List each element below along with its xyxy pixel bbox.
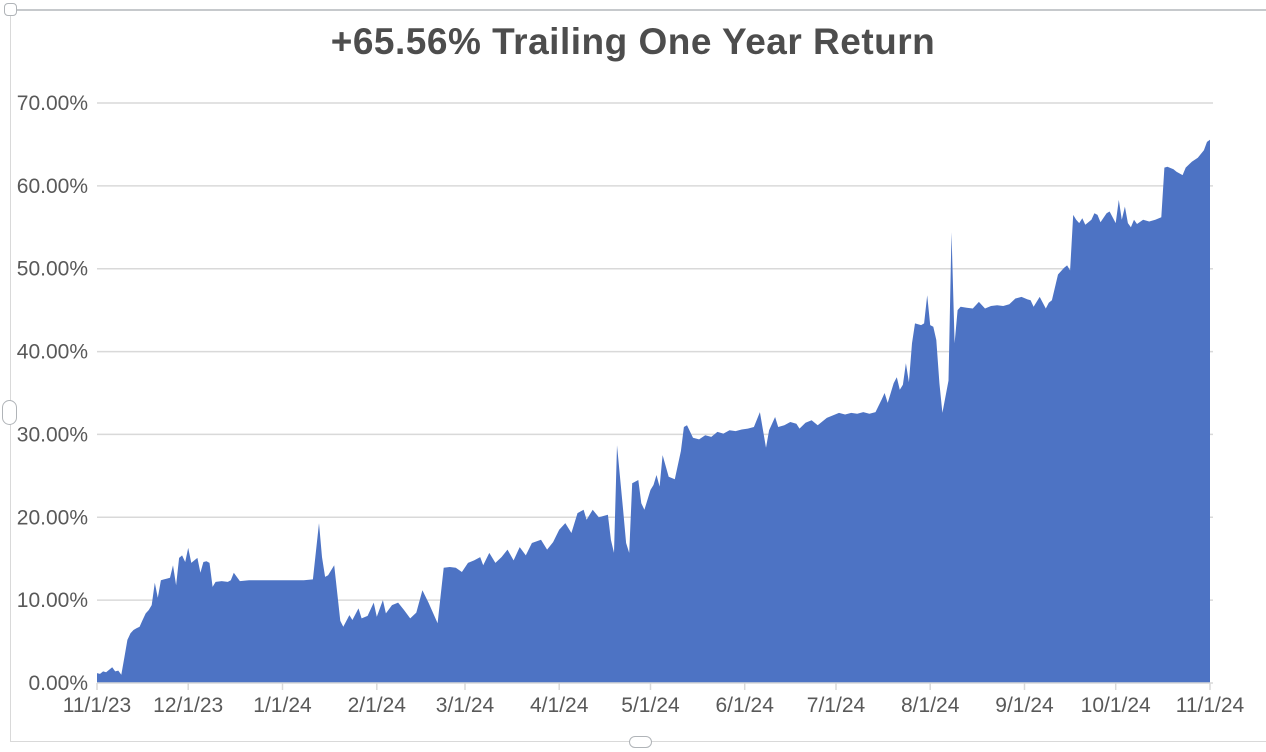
x-tick-label: 8/1/24 [901,694,960,717]
x-tick-label: 6/1/24 [716,694,775,717]
x-tick-label: 9/1/24 [995,694,1054,717]
y-tick-label: 50.00% [17,258,88,281]
y-tick-label: 60.00% [17,175,88,198]
chart-title: +65.56% Trailing One Year Return [330,21,936,62]
x-tick-label: 3/1/24 [436,694,495,717]
x-tick-label: 11/1/23 [63,694,132,717]
selection-handle-left-middle[interactable] [2,400,17,425]
y-tick-label: 0.00% [28,672,88,695]
area-series[interactable] [97,139,1210,684]
y-tick-label: 70.00% [17,92,88,115]
x-tick-label: 4/1/24 [530,694,589,717]
y-tick-label: 30.00% [17,423,88,446]
x-tick-label: 1/1/24 [253,694,312,717]
y-tick-label: 40.00% [17,341,88,364]
x-tick-label: 7/1/24 [807,694,866,717]
y-tick-label: 10.00% [17,589,88,612]
selection-handle-top-left[interactable] [4,3,17,16]
y-tick-label: 20.00% [17,506,88,529]
x-tick-label: 10/1/24 [1081,694,1151,717]
x-tick-label: 2/1/24 [348,694,407,717]
x-tick-label: 12/1/23 [153,694,223,717]
selection-handle-bottom-center[interactable] [629,736,652,748]
x-tick-label: 5/1/24 [621,694,680,717]
x-tick-label: 11/1/24 [1176,694,1245,717]
